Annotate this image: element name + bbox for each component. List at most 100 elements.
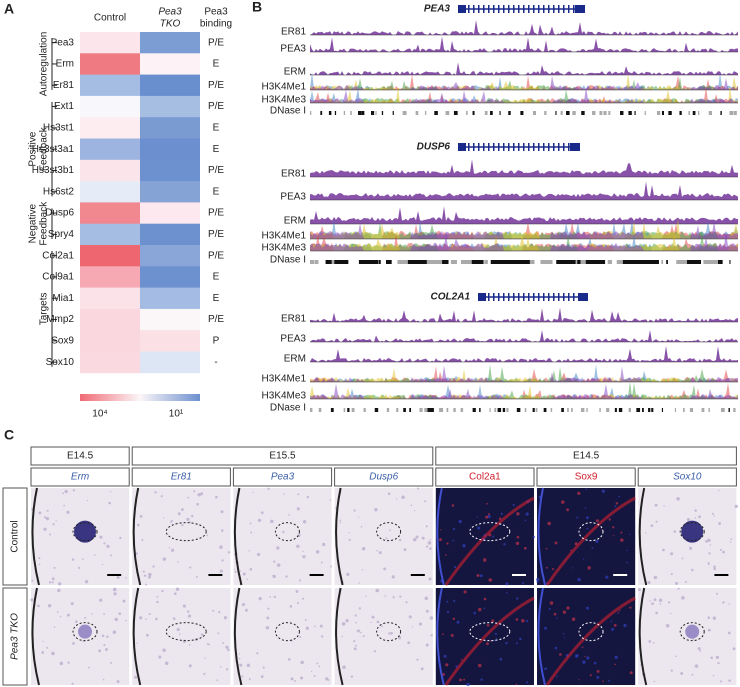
speckle <box>260 511 264 515</box>
speckle <box>103 644 106 647</box>
speckle <box>416 487 420 490</box>
speckle <box>55 520 57 522</box>
speckle <box>112 630 117 635</box>
group-label: Targets <box>39 293 50 326</box>
speckle <box>730 538 733 540</box>
speckle <box>591 547 594 550</box>
signal-track <box>310 345 738 362</box>
speckle <box>713 515 715 517</box>
speckle <box>72 489 75 492</box>
speckle <box>629 606 632 609</box>
dnase-site <box>644 111 646 115</box>
speckle <box>421 536 425 540</box>
speckle <box>549 601 554 605</box>
speckle <box>722 550 725 554</box>
outline <box>469 522 511 542</box>
heatmap-cell <box>140 245 200 267</box>
speckle <box>238 653 240 655</box>
speckle <box>515 541 520 546</box>
speckle <box>47 603 52 608</box>
speckle <box>493 640 495 642</box>
speckle <box>463 590 467 594</box>
dnase-site <box>622 260 638 264</box>
speckle <box>663 505 665 507</box>
speckle <box>103 613 105 616</box>
dnase-site <box>419 408 423 412</box>
dnase-site <box>529 260 535 264</box>
speckle <box>595 519 600 523</box>
speckle <box>84 616 87 619</box>
exon <box>508 293 510 301</box>
speckle <box>219 666 222 668</box>
speckle <box>376 550 378 552</box>
dnase-site <box>668 111 672 115</box>
outline <box>72 522 98 542</box>
gene-box <box>30 467 130 487</box>
dnase-site <box>720 408 725 412</box>
speckle <box>238 657 241 660</box>
dnase-site <box>430 408 434 412</box>
dnase-site <box>466 111 468 115</box>
speckle <box>392 596 395 599</box>
heatmap-cell <box>140 202 200 225</box>
speckle <box>503 543 506 546</box>
epithelium <box>31 487 40 586</box>
speckle <box>94 554 96 556</box>
dnase-site <box>561 408 564 412</box>
dnase-site <box>728 408 730 412</box>
speckle <box>711 512 714 515</box>
speckle <box>571 617 576 621</box>
speckle <box>285 575 288 578</box>
dnase-site <box>636 408 641 412</box>
speckle <box>341 622 346 626</box>
speckle <box>459 678 463 682</box>
exon <box>528 5 530 13</box>
dnase-site <box>338 260 347 264</box>
dnase-site <box>453 408 456 412</box>
speckle <box>139 514 143 518</box>
speckle <box>595 540 599 544</box>
speckle <box>146 633 149 637</box>
gene-label: Col9a1 <box>42 272 74 283</box>
track-label: ER81 <box>281 27 306 38</box>
signal-track <box>310 62 738 75</box>
speckle <box>612 535 615 537</box>
dnase-site <box>375 111 377 115</box>
dnase-site <box>544 111 547 115</box>
speckle <box>302 520 307 524</box>
dnase-site <box>310 111 312 115</box>
speckle <box>694 509 697 512</box>
gene-box <box>131 467 231 487</box>
speckle <box>544 626 547 630</box>
speckle <box>304 618 307 621</box>
speckle <box>669 612 672 615</box>
binding-label: P/E <box>208 314 224 325</box>
binding-label: E <box>213 144 220 155</box>
speckle <box>428 577 432 581</box>
dnase-site <box>580 408 585 412</box>
heatmap-cell <box>140 95 200 118</box>
speckle <box>72 642 75 645</box>
speckle <box>655 611 658 615</box>
speckle <box>234 568 236 571</box>
speckle <box>483 597 487 601</box>
track-label: H3K4Me1 <box>262 82 307 93</box>
speckle <box>486 623 490 627</box>
speckle <box>626 549 628 552</box>
exon <box>568 293 570 301</box>
signal-track <box>310 74 738 90</box>
gene-name: Pea3 <box>271 472 295 483</box>
speckle <box>186 610 190 613</box>
dnase-site <box>472 408 476 412</box>
row-label: Control <box>10 520 21 552</box>
dnase-site <box>679 111 682 115</box>
speckle <box>611 627 615 631</box>
speckle <box>709 544 712 546</box>
speckle <box>680 671 684 675</box>
dnase-site <box>346 260 349 264</box>
dnase-site <box>439 408 444 412</box>
dnase-site <box>516 408 521 412</box>
speckle <box>31 579 34 582</box>
track-label: H3K4Me3 <box>262 243 307 254</box>
speckle <box>521 619 525 623</box>
